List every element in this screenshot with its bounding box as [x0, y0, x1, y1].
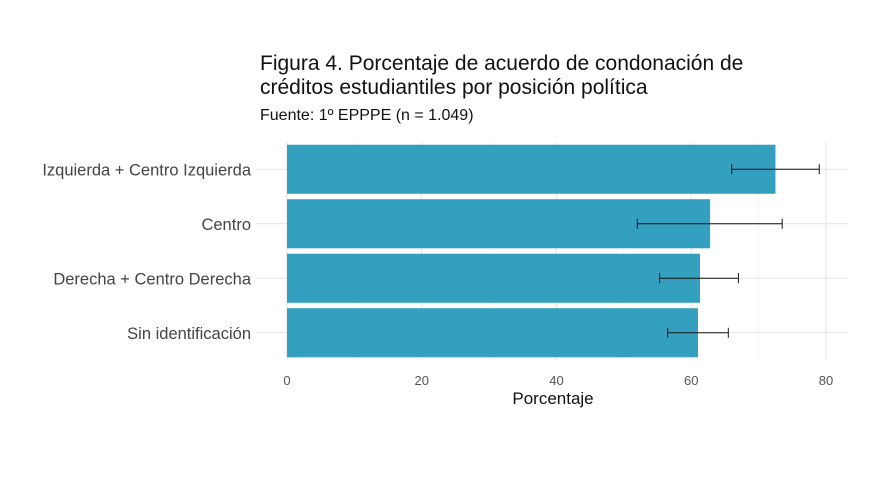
x-tick-label: 0: [283, 373, 290, 388]
bar: [287, 144, 776, 194]
category-label: Centro: [201, 216, 251, 234]
bar: [287, 308, 698, 358]
chart-subtitle: Fuente: 1º EPPPE (n = 1.049): [260, 107, 474, 124]
category-label: Derecha + Centro Derecha: [53, 270, 251, 288]
x-tick-label: 60: [684, 373, 698, 388]
chart-title: Figura 4. Porcentaje de acuerdo de condo…: [260, 52, 744, 99]
x-tick-label: 40: [549, 373, 563, 388]
x-axis-label: Porcentaje: [512, 389, 593, 408]
x-tick-label: 80: [819, 373, 833, 388]
category-label: Sin identificación: [127, 325, 251, 343]
bar: [287, 253, 701, 303]
x-tick-label: 20: [415, 373, 429, 388]
category-label: Izquierda + Centro Izquierda: [42, 161, 251, 179]
